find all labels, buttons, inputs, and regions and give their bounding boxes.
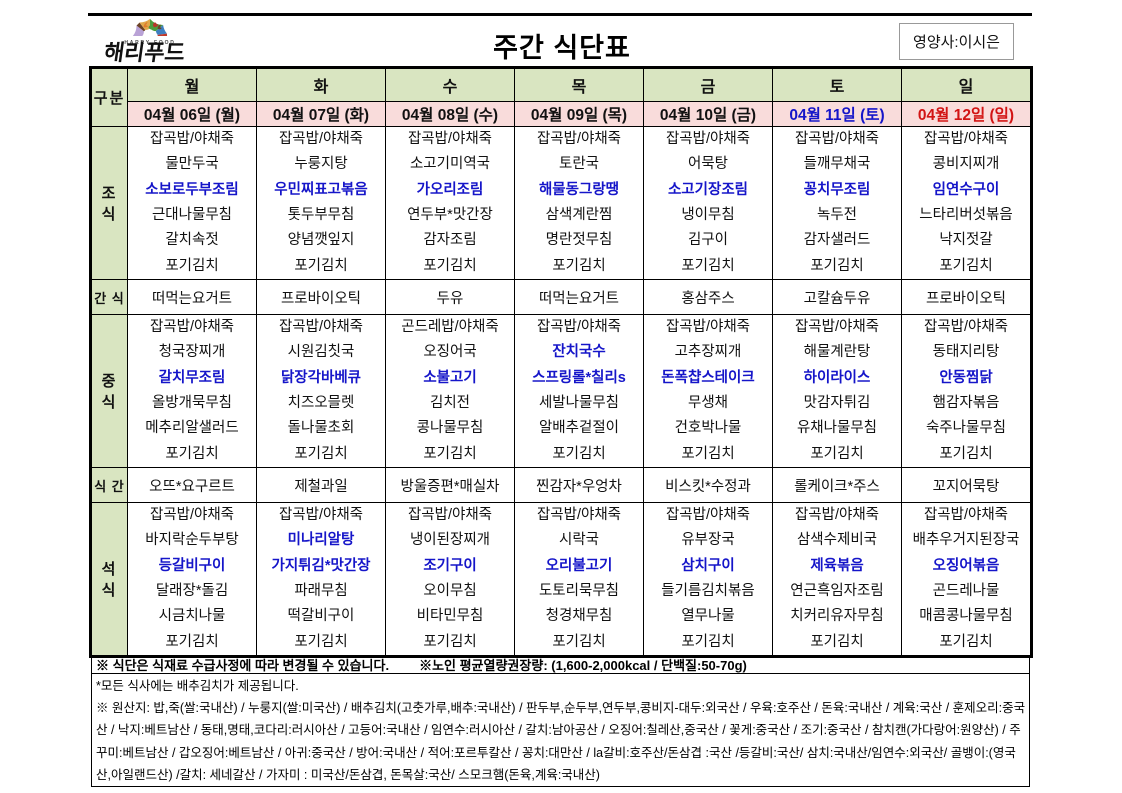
svg-text:해리푸드: 해리푸드 [102,40,186,64]
